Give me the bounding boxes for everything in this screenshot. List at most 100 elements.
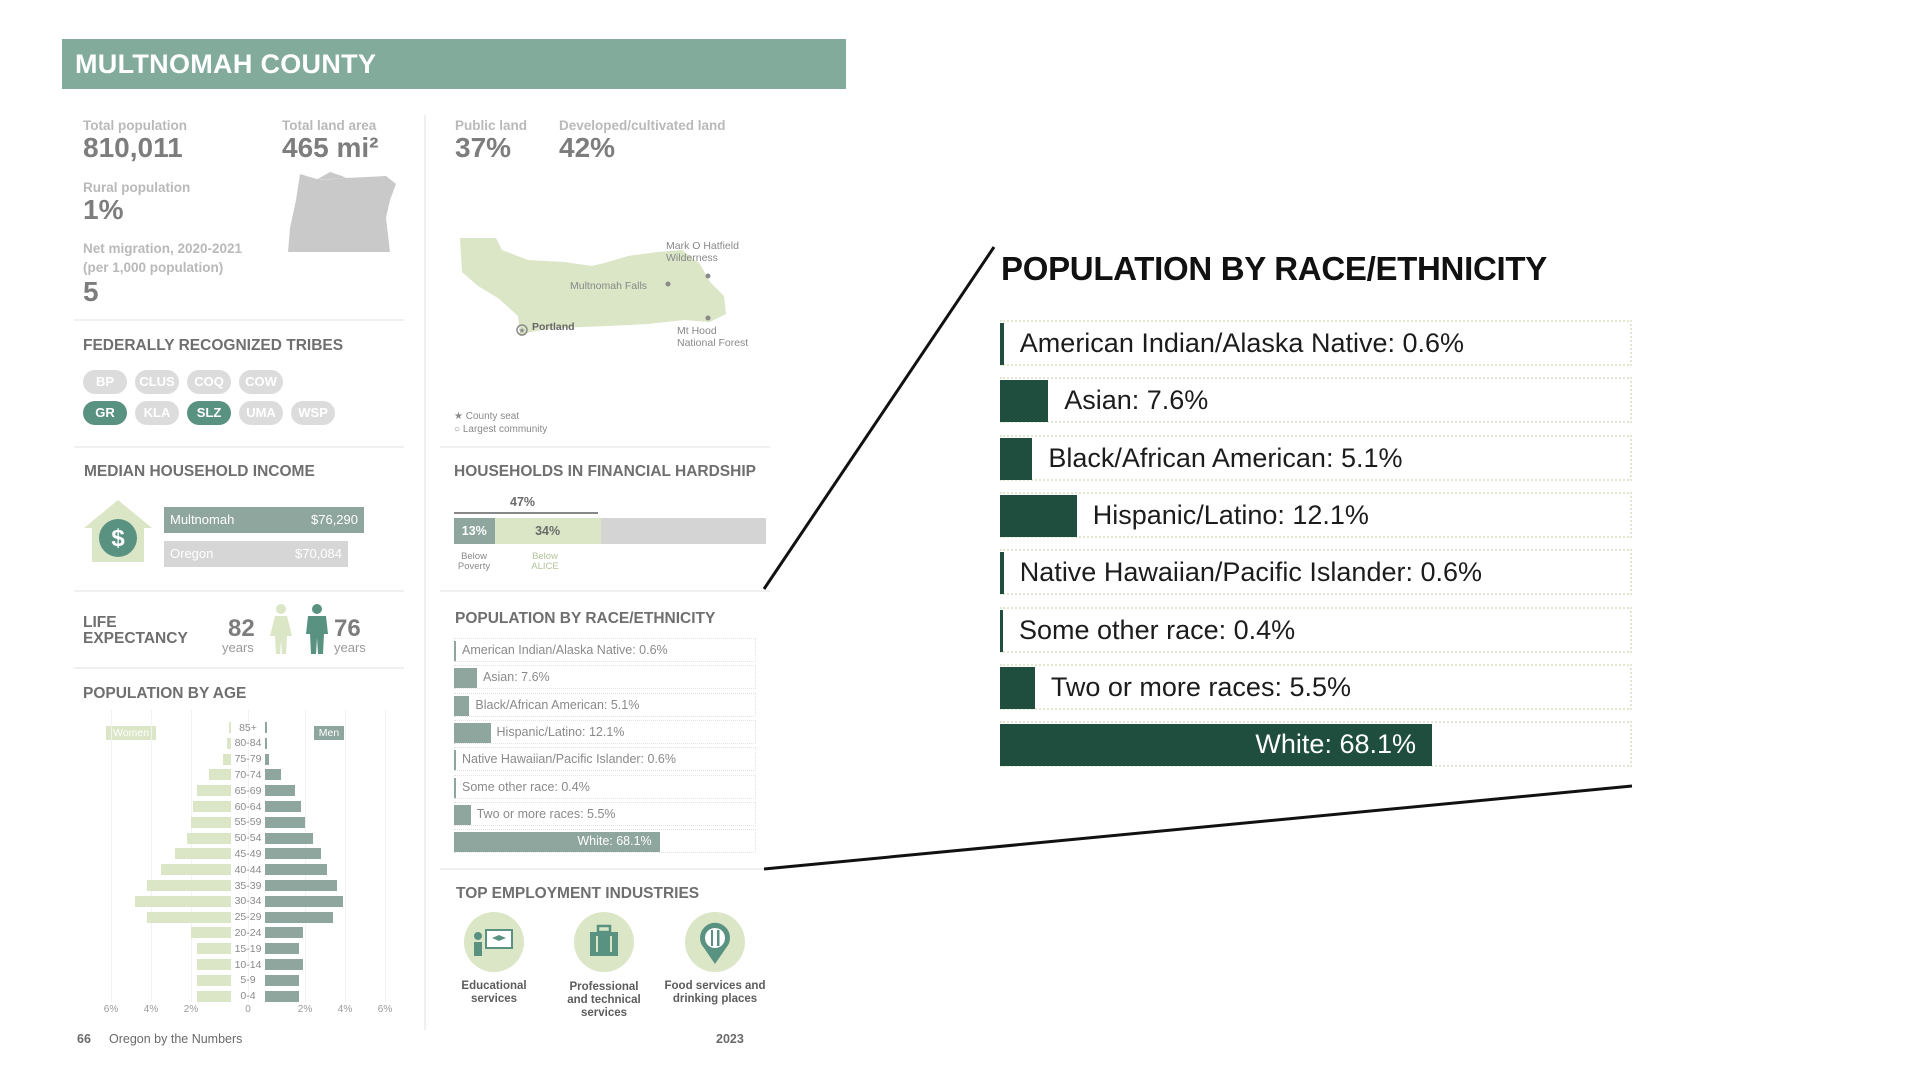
- race-bar-label: Two or more races: 5.5%: [1050, 671, 1351, 702]
- race-bar: [1000, 323, 1004, 365]
- income-title: MEDIAN HOUSEHOLD INCOME: [84, 463, 315, 480]
- race-bar-label: Black/African American: 5.1%: [475, 697, 640, 712]
- age-group-label: 10-14: [234, 958, 262, 971]
- tribe-badge: COW: [239, 370, 283, 394]
- men-age-bar: [265, 769, 281, 781]
- women-age-bar: [191, 927, 231, 939]
- race-bar-label: Some other race: 0.4%: [1019, 614, 1296, 645]
- pyramid-tick-label: 4%: [337, 1004, 353, 1015]
- men-life-unit: years: [334, 640, 366, 655]
- industries-title: TOP EMPLOYMENT INDUSTRIES: [456, 885, 700, 902]
- race-bar: [1000, 494, 1077, 537]
- race-bar-label: Asian: 7.6%: [482, 670, 550, 685]
- race-row: Hispanic/Latino: 12.1%: [454, 719, 756, 744]
- women-age-bar: [175, 848, 231, 860]
- race-bar: [1000, 380, 1049, 423]
- race-chart-title: POPULATION BY RACE/ETHNICITY: [455, 610, 716, 627]
- state-income-name: Oregon: [170, 546, 214, 561]
- age-chart-title: POPULATION BY AGE: [83, 685, 247, 702]
- hardship-bar-track: 13% 34%: [454, 518, 766, 544]
- tribes-list: BP CLUS COQ COW GR KLA SLZ UMA WSP: [83, 370, 383, 430]
- total-land-area-value: 465 mi²: [282, 132, 379, 163]
- race-row: Black/African American: 5.1%: [454, 692, 756, 717]
- zoom-chart-title: POPULATION BY RACE/ETHNICITY: [1001, 250, 1547, 287]
- race-row: American Indian/Alaska Native: 0.6%: [1000, 320, 1632, 366]
- county-map: ★: [460, 238, 726, 336]
- women-legend: Women: [106, 726, 156, 740]
- age-group-label: 65-69: [234, 784, 262, 797]
- total-population-value: 810,011: [83, 132, 183, 163]
- pyramid-tick-label: 6%: [377, 1004, 393, 1015]
- race-bar: [454, 777, 456, 798]
- age-group-label: 70-74: [234, 768, 262, 781]
- women-age-bar: [197, 943, 231, 955]
- race-row: Asian: 7.6%: [1000, 377, 1632, 424]
- state-income-bar: Oregon $70,084: [164, 541, 348, 567]
- divider: [440, 446, 770, 448]
- race-bar-label: Two or more races: 5.5%: [476, 806, 616, 821]
- race-row: Some other race: 0.4%: [454, 774, 756, 799]
- race-row: Some other race: 0.4%: [1000, 606, 1632, 653]
- tribes-title: FEDERALLY RECOGNIZED TRIBES: [83, 337, 344, 354]
- men-age-bar: [265, 943, 299, 955]
- men-age-bar: [265, 880, 337, 891]
- race-bar-label: White: 68.1%: [577, 834, 652, 849]
- age-group-label: 0-4: [240, 990, 256, 1003]
- alice-caption: Below ALICE: [531, 551, 559, 572]
- below-alice-bar: 34%: [494, 518, 601, 544]
- age-group-label: 30-34: [234, 895, 262, 908]
- men-age-bar: [265, 722, 267, 733]
- women-age-bar: [229, 722, 231, 733]
- race-row: Hispanic/Latino: 12.1%: [1000, 491, 1632, 538]
- life-title-line1: LIFE: [83, 614, 117, 631]
- men-age-bar: [265, 848, 321, 860]
- wilderness-map-label: Mark O Hatfield Wilderness: [666, 240, 739, 264]
- pyramid-gridline: [111, 710, 112, 1002]
- age-group-label: 55-59: [234, 816, 262, 829]
- women-age-bar: [147, 880, 231, 891]
- pyramid-tick-label: 0: [245, 1004, 251, 1015]
- age-group-label: 35-39: [234, 879, 262, 892]
- race-row: Native Hawaiian/Pacific Islander: 0.6%: [454, 747, 756, 772]
- falls-map-label: Multnomah Falls: [570, 280, 648, 292]
- men-age-bar: [265, 832, 313, 844]
- race-bar: [454, 668, 477, 689]
- men-legend: Men: [314, 726, 344, 740]
- women-age-bar: [197, 959, 231, 970]
- divider: [440, 590, 770, 592]
- tribe-badge: BP: [83, 370, 127, 394]
- women-age-bar: [209, 769, 231, 781]
- age-group-label: 85+: [239, 721, 257, 734]
- women-age-bar: [161, 864, 231, 876]
- county-header: MULTNOMAH COUNTY: [62, 39, 846, 89]
- men-age-bar: [265, 927, 303, 939]
- footer-page-number: 66: [77, 1032, 91, 1046]
- hardship-title: HOUSEHOLDS IN FINANCIAL HARDSHIP: [454, 463, 756, 480]
- county-income-value: $76,290: [311, 512, 358, 527]
- women-age-bar: [223, 753, 231, 765]
- women-age-bar: [227, 737, 231, 749]
- tribe-badge: WSP: [291, 401, 335, 425]
- education-icon: [464, 912, 524, 972]
- total-land-area-label: Total land area: [282, 118, 377, 133]
- race-bar: [1000, 437, 1033, 480]
- pyramid-gridline: [248, 710, 249, 1002]
- man-icon: [306, 604, 328, 654]
- tribe-badge: SLZ: [187, 401, 231, 425]
- pyramid-tick-label: 2%: [297, 1004, 313, 1015]
- men-age-bar: [265, 785, 295, 797]
- public-land-value: 37%: [455, 132, 512, 163]
- industry-label: Professional and technical services: [567, 981, 641, 1019]
- race-bar: [1000, 609, 1003, 652]
- race-bar: [1000, 666, 1035, 709]
- hardship-total-bracket: [454, 512, 598, 514]
- women-life-unit: years: [222, 640, 254, 655]
- tribe-badge: CLUS: [135, 370, 179, 394]
- age-group-label: 40-44: [234, 863, 262, 876]
- divider: [74, 319, 404, 321]
- race-row: Native Hawaiian/Pacific Islander: 0.6%: [1000, 549, 1632, 596]
- mthood-map-label: Mt Hood National Forest: [677, 325, 749, 349]
- women-age-bar: [147, 911, 231, 923]
- age-group-label: 5-9: [240, 974, 256, 987]
- race-row: Two or more races: 5.5%: [1000, 663, 1632, 710]
